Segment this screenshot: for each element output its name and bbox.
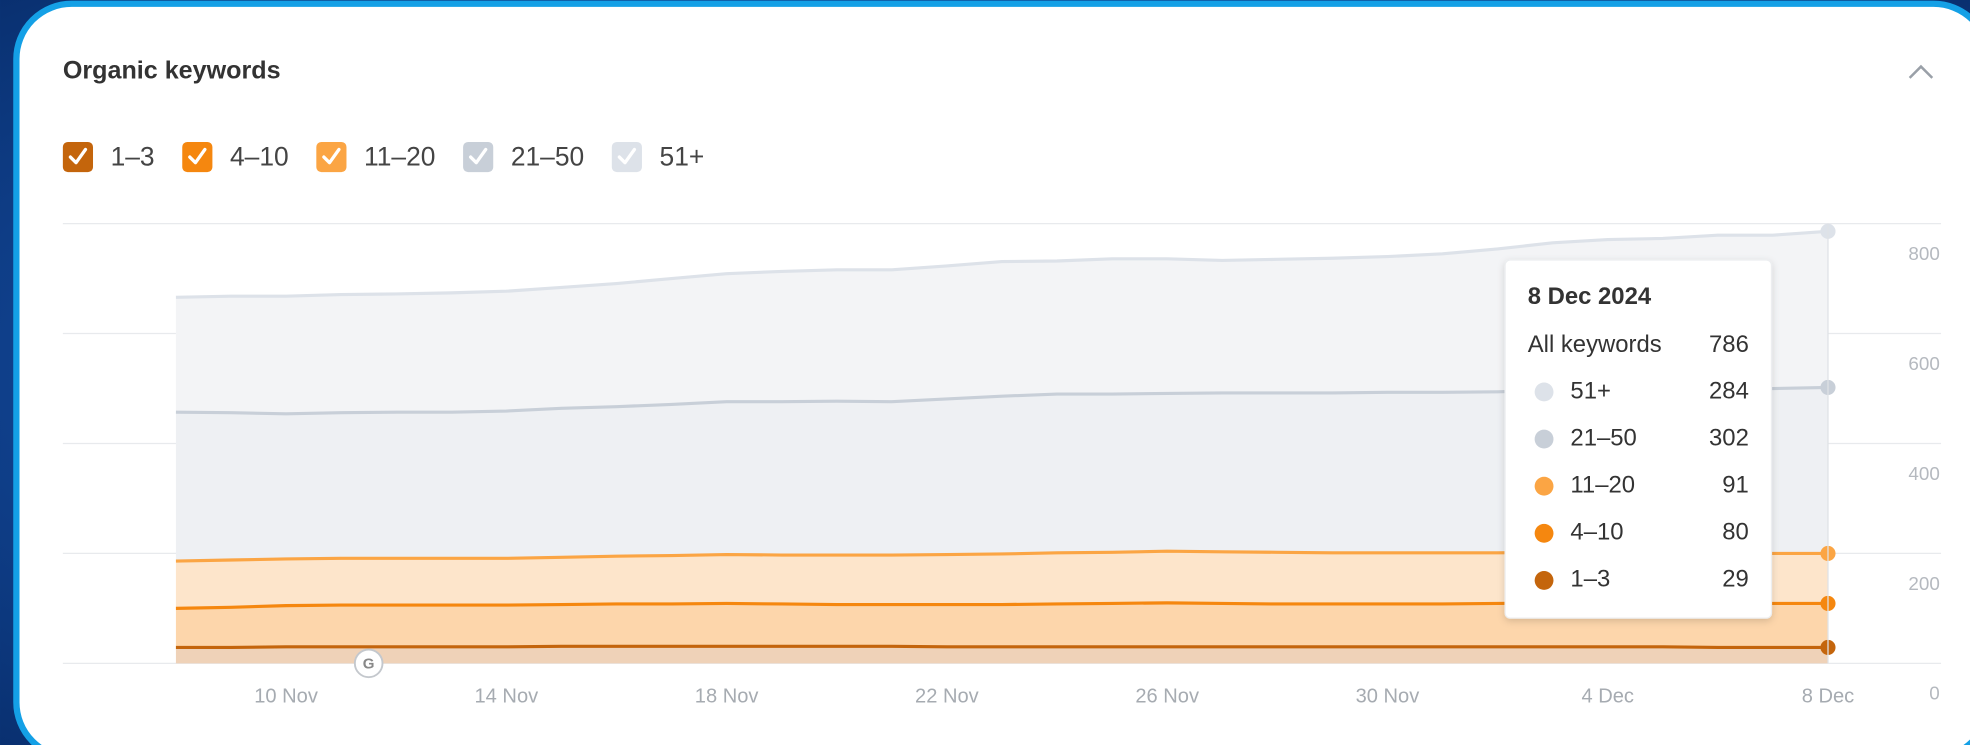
annotation-marker[interactable] xyxy=(353,648,384,679)
legend-check xyxy=(188,147,207,165)
plot: 0 200 400 600 800 10 Nov 14 Nov 18 Nov 22 Nov 26 … xyxy=(62,222,1942,708)
y-tick-label: 400 xyxy=(1908,463,1939,484)
tooltip-value: 91 xyxy=(1722,472,1749,499)
x-tick-label: 14 Nov xyxy=(475,686,539,708)
area xyxy=(175,646,1828,664)
x-tick-label: 26 Nov xyxy=(1135,686,1199,708)
legend-checkbox[interactable] xyxy=(316,141,347,173)
legend-checkbox[interactable] xyxy=(182,141,213,173)
legend-checkbox[interactable] xyxy=(611,141,642,173)
area xyxy=(175,602,1828,648)
legend-label[interactable]: 51+ xyxy=(660,141,705,171)
y-tick-label: 200 xyxy=(1908,573,1939,594)
collapse-button[interactable] xyxy=(1908,64,1934,79)
x-tick-label: 18 Nov xyxy=(695,686,759,708)
tooltip-series-name: 11–20 xyxy=(1570,472,1635,499)
area xyxy=(175,387,1828,562)
x-tick-label: 4 Dec xyxy=(1581,686,1634,708)
tooltip-box xyxy=(1504,259,1773,619)
tooltip: 8 Dec 2024 All keywords 786 51+ 284 21–50 302 1… xyxy=(1504,259,1773,619)
tooltip-total: 786 xyxy=(1709,331,1749,358)
tooltip-swatch xyxy=(1534,476,1554,496)
legend-check xyxy=(322,147,341,165)
legend-check xyxy=(68,147,88,165)
legend: 1–3 4–10 11–20 21–50 51+ xyxy=(62,141,705,173)
tooltip-series-name: 21–50 xyxy=(1570,424,1636,451)
x-tick-label: 8 Dec xyxy=(1802,686,1855,708)
x-tick-label: 22 Nov xyxy=(915,686,979,708)
legend-checkbox[interactable] xyxy=(62,141,94,173)
tooltip-swatch xyxy=(1534,429,1554,449)
tooltip-series-name: 51+ xyxy=(1570,377,1610,404)
tooltip-swatch xyxy=(1534,570,1554,590)
y-tick-label: 800 xyxy=(1908,243,1939,264)
legend-checkbox[interactable] xyxy=(463,141,494,173)
area xyxy=(175,231,1828,414)
tooltip-swatch xyxy=(1534,382,1554,402)
area xyxy=(175,551,1828,609)
legend-check xyxy=(468,147,488,165)
tooltip-value: 29 xyxy=(1722,566,1749,593)
annotation-label: G xyxy=(363,656,375,673)
tooltip-value: 302 xyxy=(1709,424,1749,451)
series-line xyxy=(175,229,1829,299)
x-tick-label: 30 Nov xyxy=(1356,686,1420,708)
tooltip-series-name: 4–10 xyxy=(1570,519,1623,546)
x-tick-label: 10 Nov xyxy=(254,686,318,708)
y-tick-label: 600 xyxy=(1908,353,1939,374)
card-title: Organic keywords xyxy=(63,56,281,84)
legend-check xyxy=(617,147,637,165)
legend-label[interactable]: 11–20 xyxy=(364,141,435,171)
legend-label[interactable]: 4–10 xyxy=(230,141,289,171)
series-line xyxy=(175,644,1828,649)
legend-label[interactable]: 21–50 xyxy=(511,141,584,171)
tooltip-date: 8 Dec 2024 xyxy=(1528,283,1652,310)
tooltip-series-name: 1–3 xyxy=(1570,566,1610,593)
y-tick-label: 0 xyxy=(1929,683,1939,704)
tooltip-swatch xyxy=(1534,523,1554,543)
tooltip-value: 80 xyxy=(1722,519,1749,546)
tooltip-total-label: All keywords xyxy=(1528,331,1662,358)
legend-label[interactable]: 1–3 xyxy=(111,141,155,171)
tooltip-value: 284 xyxy=(1709,377,1749,404)
